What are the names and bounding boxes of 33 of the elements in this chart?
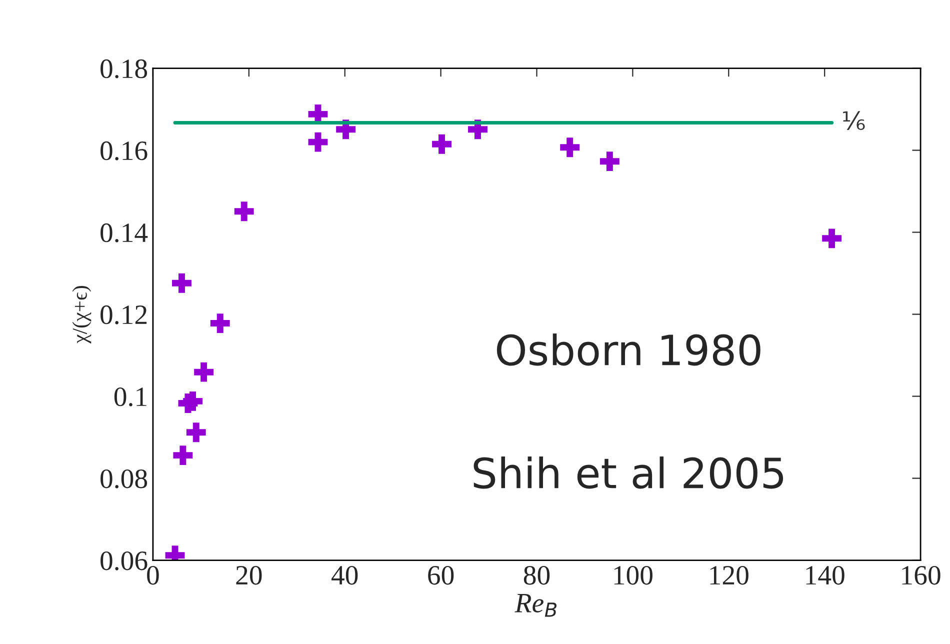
point — [183, 391, 202, 411]
x-tick-label: 20 — [236, 566, 262, 585]
y-tick-label: 0.16 — [100, 141, 148, 160]
point — [210, 314, 230, 334]
point — [194, 362, 214, 382]
x-tick-label: 160 — [902, 566, 940, 585]
x-tick-label: 80 — [524, 566, 550, 585]
x-tick-label: 0 — [147, 566, 159, 585]
point — [308, 132, 328, 152]
annotation: Shih et al 2005 — [474, 456, 784, 489]
y-tick-label: 0.18 — [100, 59, 148, 78]
y-axis-title: χ/(χ+ϵ) — [72, 286, 92, 344]
x-tick-label: 100 — [614, 566, 652, 585]
y-tick-label: 0.14 — [100, 223, 148, 242]
point — [560, 138, 580, 158]
x-tick-label: 140 — [806, 566, 844, 585]
x-tick-label: 120 — [710, 566, 748, 585]
y-tick-label: 0.1 — [114, 387, 146, 406]
y-tick-label: 0.06 — [100, 551, 148, 570]
annotation: Osborn 1980 — [496, 333, 760, 366]
point — [172, 273, 192, 293]
x-tick-label: 60 — [428, 566, 454, 585]
y-tick-label: 0.08 — [100, 469, 148, 488]
point — [186, 422, 206, 442]
point — [173, 446, 193, 466]
series-label: ⅙ — [843, 111, 865, 130]
point — [600, 152, 620, 172]
point — [822, 228, 842, 248]
point — [432, 134, 452, 154]
point — [234, 202, 254, 222]
y-tick-label: 0.12 — [100, 305, 147, 324]
x-axis-title: Re$_{B}$ — [514, 594, 557, 617]
x-tick-label: 40 — [332, 566, 358, 585]
